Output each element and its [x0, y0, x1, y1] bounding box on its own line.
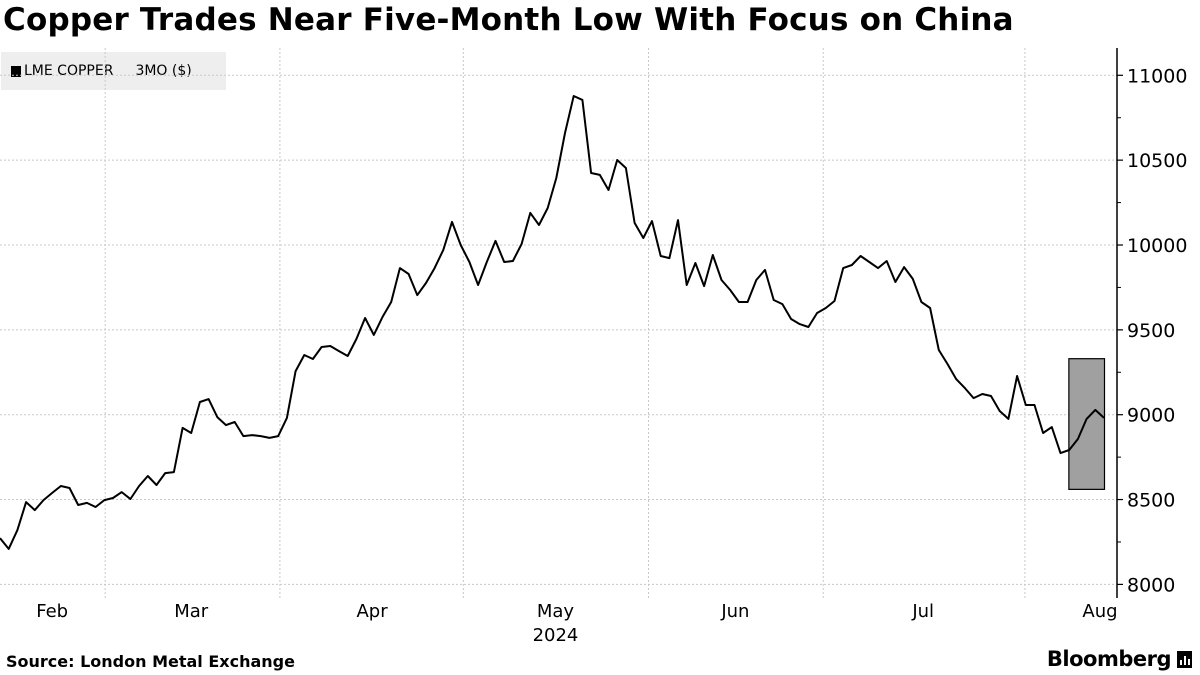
- highlight-box: [1068, 358, 1106, 490]
- legend-swatch: [11, 65, 21, 77]
- x-year-label: 2024: [533, 625, 579, 646]
- x-tick-label: Apr: [356, 601, 388, 622]
- y-tick-label: 8000: [1127, 574, 1175, 596]
- x-tick-label: Jul: [911, 601, 934, 622]
- y-tick-label: 8500: [1127, 490, 1175, 512]
- x-tick-label: Mar: [174, 601, 209, 622]
- chart-title: Copper Trades Near Five-Month Low With F…: [3, 2, 1014, 38]
- y-tick-label: 10500: [1127, 150, 1187, 172]
- bloomberg-chart-icon: [1177, 650, 1192, 668]
- bloomberg-logo: Bloomberg: [1047, 647, 1192, 671]
- x-tick-label: May: [537, 601, 575, 622]
- x-tick-label: Aug: [1082, 601, 1117, 622]
- series-line-lme-copper: [0, 95, 1105, 550]
- legend: LME COPPER 3MO ($): [1, 52, 226, 90]
- x-tick-label: Jun: [720, 601, 749, 622]
- y-tick-label: 10000: [1127, 235, 1187, 257]
- brand-name: Bloomberg: [1046, 647, 1172, 671]
- x-tick-label: Feb: [36, 601, 68, 622]
- y-tick-label: 9500: [1127, 320, 1175, 342]
- y-tick-label: 9000: [1127, 405, 1175, 427]
- legend-series-name: LME COPPER: [24, 63, 114, 79]
- y-tick-label: 11000: [1127, 65, 1187, 87]
- source-note: Source: London Metal Exchange: [6, 652, 295, 671]
